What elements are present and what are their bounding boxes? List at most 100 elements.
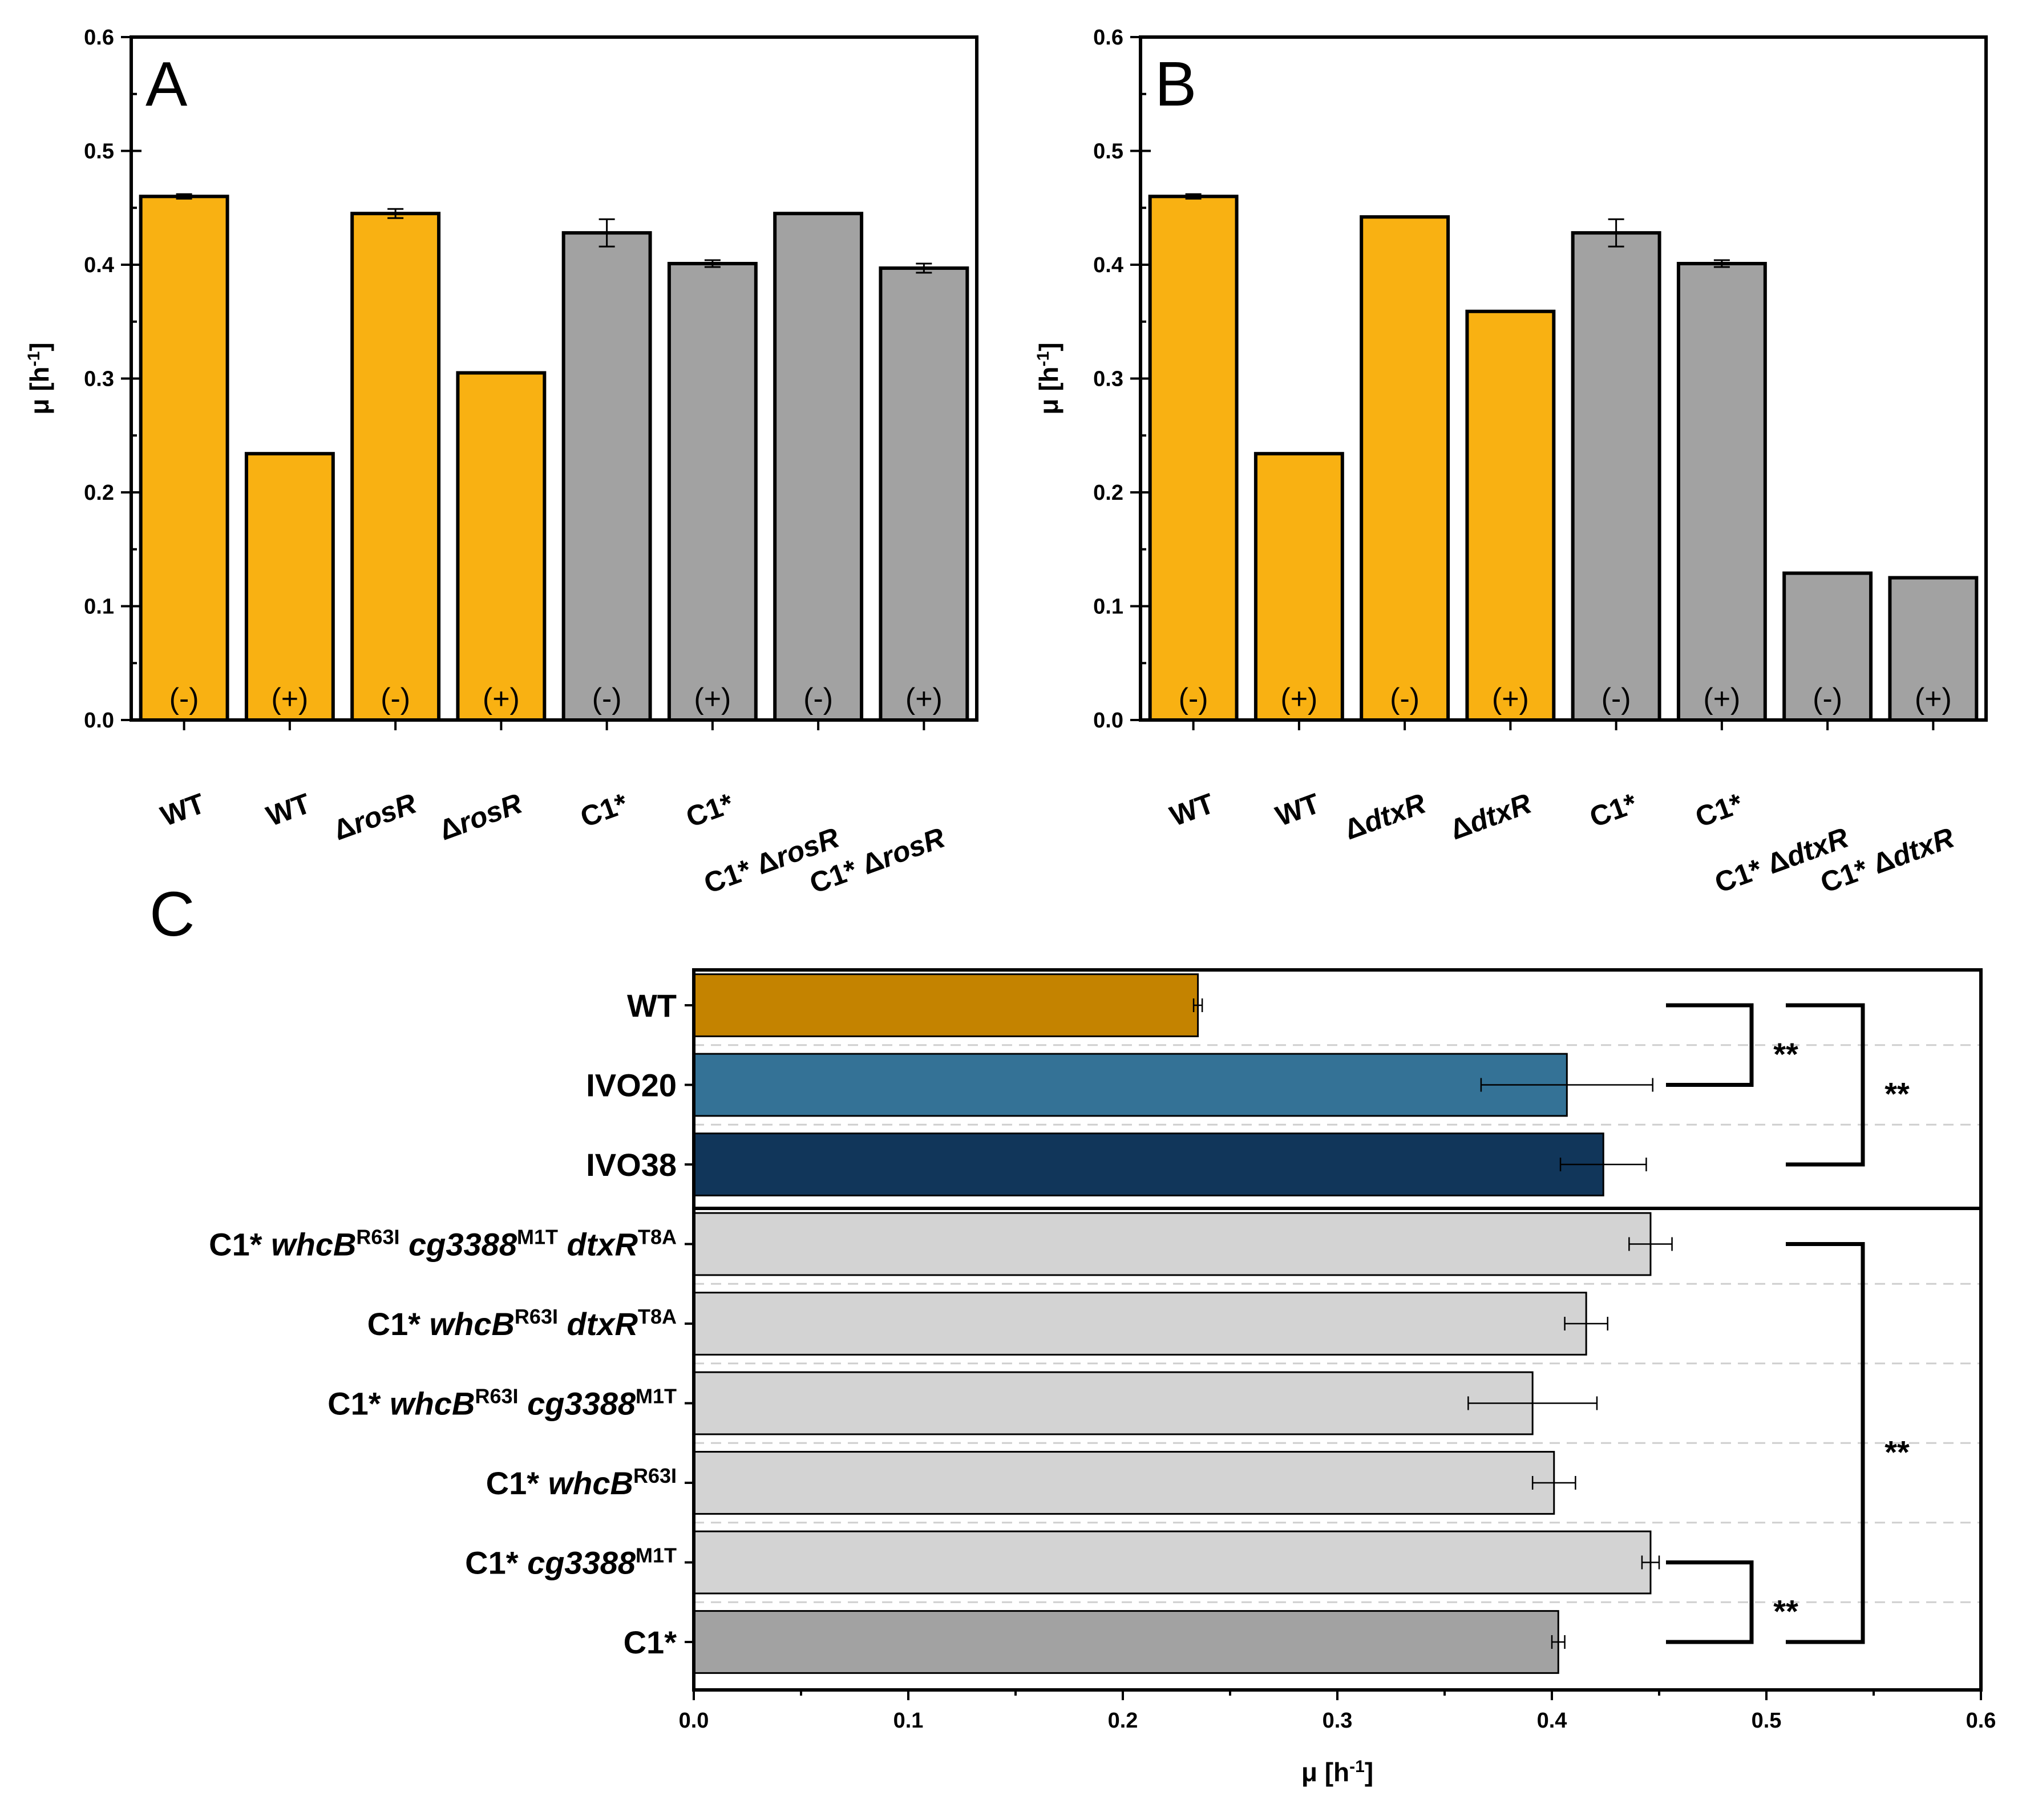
condition-label: (-)	[1179, 682, 1208, 715]
bar	[244, 452, 335, 722]
bar	[1360, 215, 1450, 722]
bar	[693, 1371, 1534, 1435]
strain-text: IVO20	[586, 1067, 677, 1103]
mutation-superscript: R63I	[633, 1464, 677, 1487]
panel-letter: A	[145, 49, 188, 119]
y-tick-label: 0.6	[1093, 26, 1123, 50]
y-axis-label: μ [h-1]	[25, 342, 55, 414]
mutation-superscript: T8A	[638, 1305, 677, 1328]
category-prefix: C1*	[576, 787, 632, 834]
strain-text: C1*	[486, 1465, 548, 1501]
category-gene: rosR	[454, 787, 526, 840]
bar	[693, 1292, 1587, 1356]
mutation-superscript: M1T	[517, 1225, 558, 1248]
panel-letter: B	[1155, 49, 1196, 119]
category-text: WT	[1166, 787, 1218, 832]
y-tick-label: 0.1	[84, 595, 114, 619]
x-category-label: ΔrosR	[329, 787, 420, 847]
y-tick-label: 0.4	[1093, 253, 1123, 277]
x-category-label: WT	[262, 787, 314, 832]
mutation-superscript: R63I	[356, 1225, 399, 1248]
condition-label: (+)	[1280, 682, 1317, 715]
strain-text: WT	[627, 988, 677, 1024]
gene-name: cg3388	[409, 1227, 517, 1263]
y-tick-label: 0.4	[84, 253, 114, 277]
bar	[561, 231, 652, 722]
category-prefix: C1* Δ	[1710, 843, 1793, 899]
strain-text: C1*	[367, 1306, 430, 1342]
gene-name: dtxR	[567, 1227, 638, 1263]
bar	[693, 1133, 1604, 1196]
category-prefix: C1*	[1586, 787, 1641, 834]
x-category-label: C1*	[1586, 787, 1641, 834]
significance-label: **	[1773, 1593, 1798, 1629]
strain-text: C1*	[624, 1624, 677, 1660]
x-category-label: C1*	[576, 787, 632, 834]
gene-name: dtxR	[567, 1306, 638, 1342]
x-tick-label: 0.4	[1537, 1709, 1567, 1733]
x-tick-label: 0.6	[1966, 1709, 1996, 1733]
mutation-superscript: T8A	[638, 1225, 677, 1248]
y-category-label: C1* whcBR63I cg3388M1T dtxRT8A	[209, 1225, 677, 1263]
bar	[1782, 571, 1873, 722]
condition-label: (-)	[1813, 682, 1842, 715]
condition-label: (-)	[381, 682, 410, 715]
mutation-superscript: R63I	[515, 1305, 558, 1328]
y-category-label: C1* whcBR63I dtxRT8A	[367, 1305, 677, 1342]
x-tick-label: 0.3	[1323, 1709, 1353, 1733]
strain-text	[519, 1386, 528, 1422]
condition-label: (-)	[1602, 682, 1631, 715]
axis-label-text: μ [h	[1301, 1757, 1349, 1787]
strain-text: C1*	[465, 1545, 527, 1581]
x-category-label: ΔdtxR	[1446, 787, 1535, 846]
condition-label: (-)	[803, 682, 833, 715]
category-prefix: C1* Δ	[700, 844, 782, 900]
condition-label: (+)	[694, 682, 731, 715]
x-category-label: ΔdtxR	[1340, 787, 1430, 846]
y-axis-label: μ [h-1]	[1034, 342, 1064, 414]
condition-label: (+)	[905, 682, 943, 715]
bar	[693, 1610, 1559, 1674]
bar	[456, 371, 547, 722]
plot-frame	[692, 968, 1983, 1692]
gene-name: cg3388	[527, 1545, 636, 1581]
axis-label-text: ]	[1365, 1757, 1373, 1787]
x-category-label: WT	[1166, 787, 1218, 832]
bar	[139, 195, 229, 722]
axis-label-text: μ [h	[25, 366, 54, 414]
plot-frame	[130, 35, 978, 722]
condition-label: (+)	[1915, 682, 1952, 715]
category-gene: rosR	[877, 822, 949, 874]
y-tick-label: 0.5	[1093, 140, 1123, 164]
y-category-label: WT	[627, 988, 677, 1024]
bar	[1148, 195, 1239, 722]
x-category-label: C1*	[682, 787, 738, 834]
condition-label: (+)	[1703, 682, 1740, 715]
bar	[693, 1053, 1568, 1117]
strain-text: C1*	[327, 1386, 390, 1422]
strain-text: IVO38	[586, 1147, 677, 1183]
y-tick-label: 0.0	[84, 709, 114, 733]
category-gene: dtxR	[1359, 787, 1430, 839]
bar	[693, 1451, 1555, 1515]
x-tick-label: 0.1	[893, 1709, 924, 1733]
x-category-label: ΔrosR	[435, 787, 526, 847]
category-text: WT	[1271, 787, 1324, 832]
y-category-label: IVO20	[586, 1067, 677, 1103]
x-category-label: WT	[1271, 787, 1324, 832]
category-gene: rosR	[349, 787, 420, 840]
y-tick-label: 0.6	[84, 26, 114, 50]
strain-text: C1*	[209, 1227, 271, 1263]
significance-bracket	[1786, 1242, 1865, 1644]
condition-label: (+)	[483, 682, 520, 715]
bar	[1888, 576, 1979, 722]
gene-name: whcB	[548, 1465, 633, 1501]
strain-text	[558, 1306, 567, 1342]
plot-frame	[1139, 35, 1988, 722]
axis-label-text: ]	[25, 342, 54, 351]
x-tick-label: 0.0	[679, 1709, 709, 1733]
bar	[693, 1530, 1652, 1595]
significance-bracket	[1666, 1003, 1754, 1087]
y-tick-label: 0.1	[1093, 595, 1123, 619]
